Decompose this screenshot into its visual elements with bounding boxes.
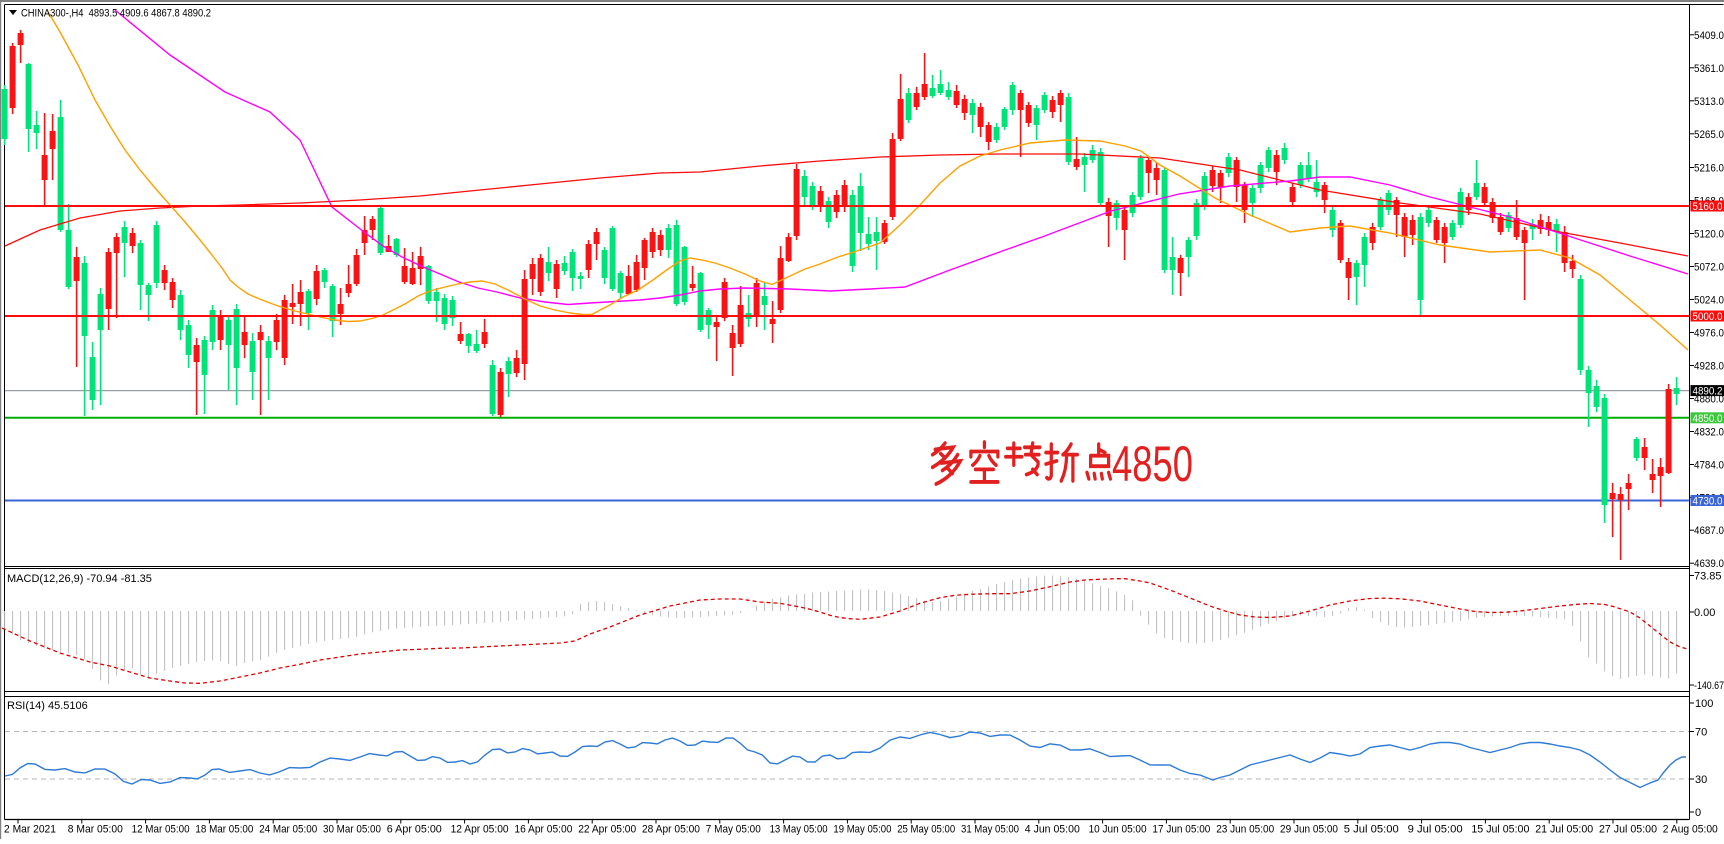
- svg-text:4 Jun 05:00: 4 Jun 05:00: [1025, 824, 1080, 836]
- svg-text:100: 100: [1695, 698, 1713, 710]
- svg-text:22 Apr 05:00: 22 Apr 05:00: [578, 824, 636, 836]
- svg-text:17 Jun 05:00: 17 Jun 05:00: [1152, 824, 1210, 836]
- svg-text:5160.0: 5160.0: [1693, 201, 1723, 213]
- svg-text:30: 30: [1695, 774, 1707, 786]
- svg-text:23 Jun 05:00: 23 Jun 05:00: [1216, 824, 1274, 836]
- svg-text:4976.0: 4976.0: [1694, 328, 1724, 340]
- svg-text:5216.0: 5216.0: [1694, 163, 1724, 175]
- svg-text:CHINA300-,H4 4893.5 4909.6 48: CHINA300-,H4 4893.5 4909.6 4867.8 4890.2: [21, 8, 211, 20]
- svg-text:24 Mar 05:00: 24 Mar 05:00: [259, 824, 317, 836]
- svg-text:7 May 05:00: 7 May 05:00: [706, 824, 761, 836]
- svg-text:0: 0: [1695, 807, 1701, 819]
- svg-text:25 May 05:00: 25 May 05:00: [897, 824, 955, 836]
- svg-text:RSI(14) 45.5106: RSI(14) 45.5106: [7, 700, 88, 712]
- svg-text:4850.0: 4850.0: [1693, 413, 1723, 425]
- svg-text:27 Jul 05:00: 27 Jul 05:00: [1599, 824, 1657, 836]
- svg-text:2 Aug 05:00: 2 Aug 05:00: [1663, 824, 1718, 836]
- svg-text:9 Jul 05:00: 9 Jul 05:00: [1408, 824, 1463, 836]
- svg-text:15 Jul 05:00: 15 Jul 05:00: [1471, 824, 1529, 836]
- svg-text:5313.0: 5313.0: [1694, 96, 1724, 108]
- svg-text:16 Apr 05:00: 16 Apr 05:00: [514, 824, 572, 836]
- svg-text:MACD(12,26,9) -70.94 -81.35: MACD(12,26,9) -70.94 -81.35: [7, 573, 152, 585]
- svg-text:5361.0: 5361.0: [1694, 63, 1724, 75]
- svg-text:5024.0: 5024.0: [1694, 295, 1724, 307]
- svg-text:4784.0: 4784.0: [1694, 460, 1724, 472]
- svg-text:4832.0: 4832.0: [1694, 427, 1724, 439]
- svg-text:5409.0: 5409.0: [1694, 30, 1724, 42]
- svg-text:30 Mar 05:00: 30 Mar 05:00: [323, 824, 381, 836]
- svg-text:2 Mar 2021: 2 Mar 2021: [4, 824, 56, 836]
- svg-text:5000.0: 5000.0: [1693, 311, 1723, 323]
- svg-text:73.85: 73.85: [1694, 571, 1722, 583]
- svg-text:4730.0: 4730.0: [1693, 496, 1723, 508]
- svg-text:70: 70: [1695, 727, 1707, 739]
- svg-text:8 Mar 05:00: 8 Mar 05:00: [68, 824, 123, 836]
- svg-text:4890.2: 4890.2: [1693, 386, 1723, 398]
- svg-text:13 May 05:00: 13 May 05:00: [770, 824, 828, 836]
- svg-text:28 Apr 05:00: 28 Apr 05:00: [642, 824, 700, 836]
- svg-text:31 May 05:00: 31 May 05:00: [961, 824, 1019, 836]
- svg-text:12 Mar 05:00: 12 Mar 05:00: [132, 824, 190, 836]
- svg-text:5072.0: 5072.0: [1694, 262, 1724, 274]
- svg-text:29 Jun 05:00: 29 Jun 05:00: [1280, 824, 1338, 836]
- svg-text:-140.67: -140.67: [1694, 680, 1724, 692]
- svg-text:0.00: 0.00: [1694, 607, 1715, 619]
- svg-text:19 May 05:00: 19 May 05:00: [833, 824, 891, 836]
- svg-text:4850: 4850: [1112, 436, 1193, 492]
- svg-text:5120.0: 5120.0: [1694, 229, 1724, 241]
- svg-text:10 Jun 05:00: 10 Jun 05:00: [1089, 824, 1147, 836]
- svg-text:12 Apr 05:00: 12 Apr 05:00: [451, 824, 509, 836]
- svg-text:4639.0: 4639.0: [1694, 558, 1724, 570]
- svg-text:4928.0: 4928.0: [1694, 361, 1724, 373]
- svg-text:5265.0: 5265.0: [1694, 129, 1724, 141]
- svg-text:4687.0: 4687.0: [1694, 525, 1724, 537]
- svg-text:21 Jul 05:00: 21 Jul 05:00: [1535, 824, 1593, 836]
- svg-text:6 Apr 05:00: 6 Apr 05:00: [387, 824, 442, 836]
- svg-text:18 Mar 05:00: 18 Mar 05:00: [195, 824, 253, 836]
- svg-text:5 Jul 05:00: 5 Jul 05:00: [1344, 824, 1399, 836]
